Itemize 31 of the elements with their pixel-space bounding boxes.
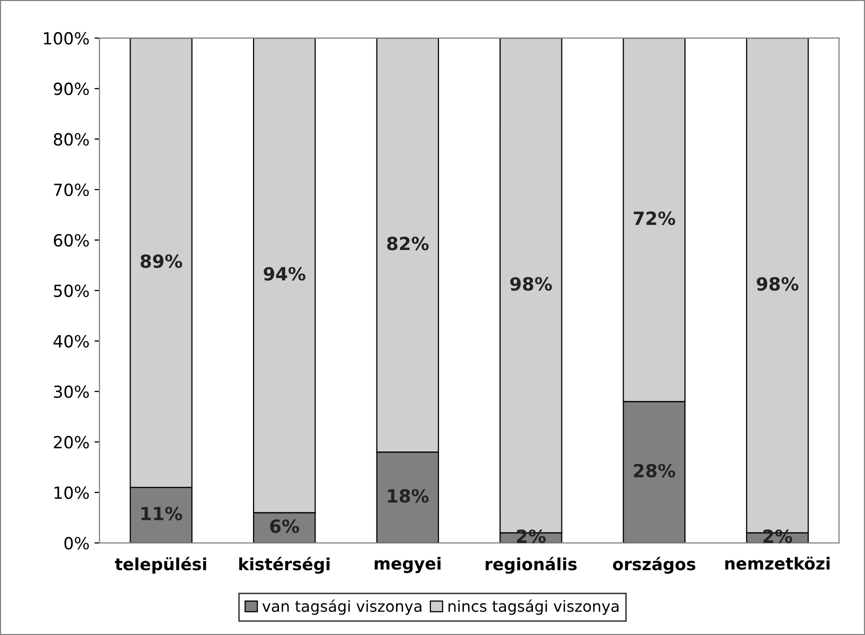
y-tick-label: 90% [54, 82, 89, 96]
y-tick-label: 10% [54, 486, 89, 500]
x-tick-label: nemzetközi [725, 556, 830, 570]
y-tick-label: 30% [54, 385, 89, 398]
y-tick-label: 20% [54, 436, 89, 449]
x-tick-label: kistérségi [239, 556, 330, 574]
y-tick-label: 70% [54, 184, 89, 196]
legend-label: van tagsági viszonya [262, 600, 422, 615]
data-label: 2% [764, 529, 792, 544]
data-label: 6% [270, 519, 300, 534]
data-label: 98% [756, 277, 798, 291]
y-tick-label: 40% [54, 334, 89, 348]
y-tick-label: 0% [64, 536, 89, 550]
y-tick-label: 100% [44, 32, 89, 45]
data-label: 28% [634, 464, 676, 478]
data-label: 94% [264, 266, 306, 281]
x-tick-label: regionális [486, 556, 577, 574]
data-label: 72% [634, 211, 676, 226]
legend-label: nincs tagsági viszonya [448, 600, 618, 615]
x-tick-label: települési [114, 556, 206, 574]
data-label: 89% [140, 254, 182, 268]
y-tick-label: 50% [54, 284, 89, 298]
x-tick-label: megyei [374, 556, 440, 574]
y-tick-label: 80% [54, 133, 89, 146]
data-label: 11% [142, 506, 182, 520]
data-label: 2% [516, 529, 546, 544]
data-label: 98% [510, 277, 552, 291]
y-tick-label: 60% [54, 234, 89, 247]
x-tick-label: országos [612, 556, 696, 574]
data-label: 82% [387, 236, 429, 250]
data-label: 18% [388, 489, 429, 503]
